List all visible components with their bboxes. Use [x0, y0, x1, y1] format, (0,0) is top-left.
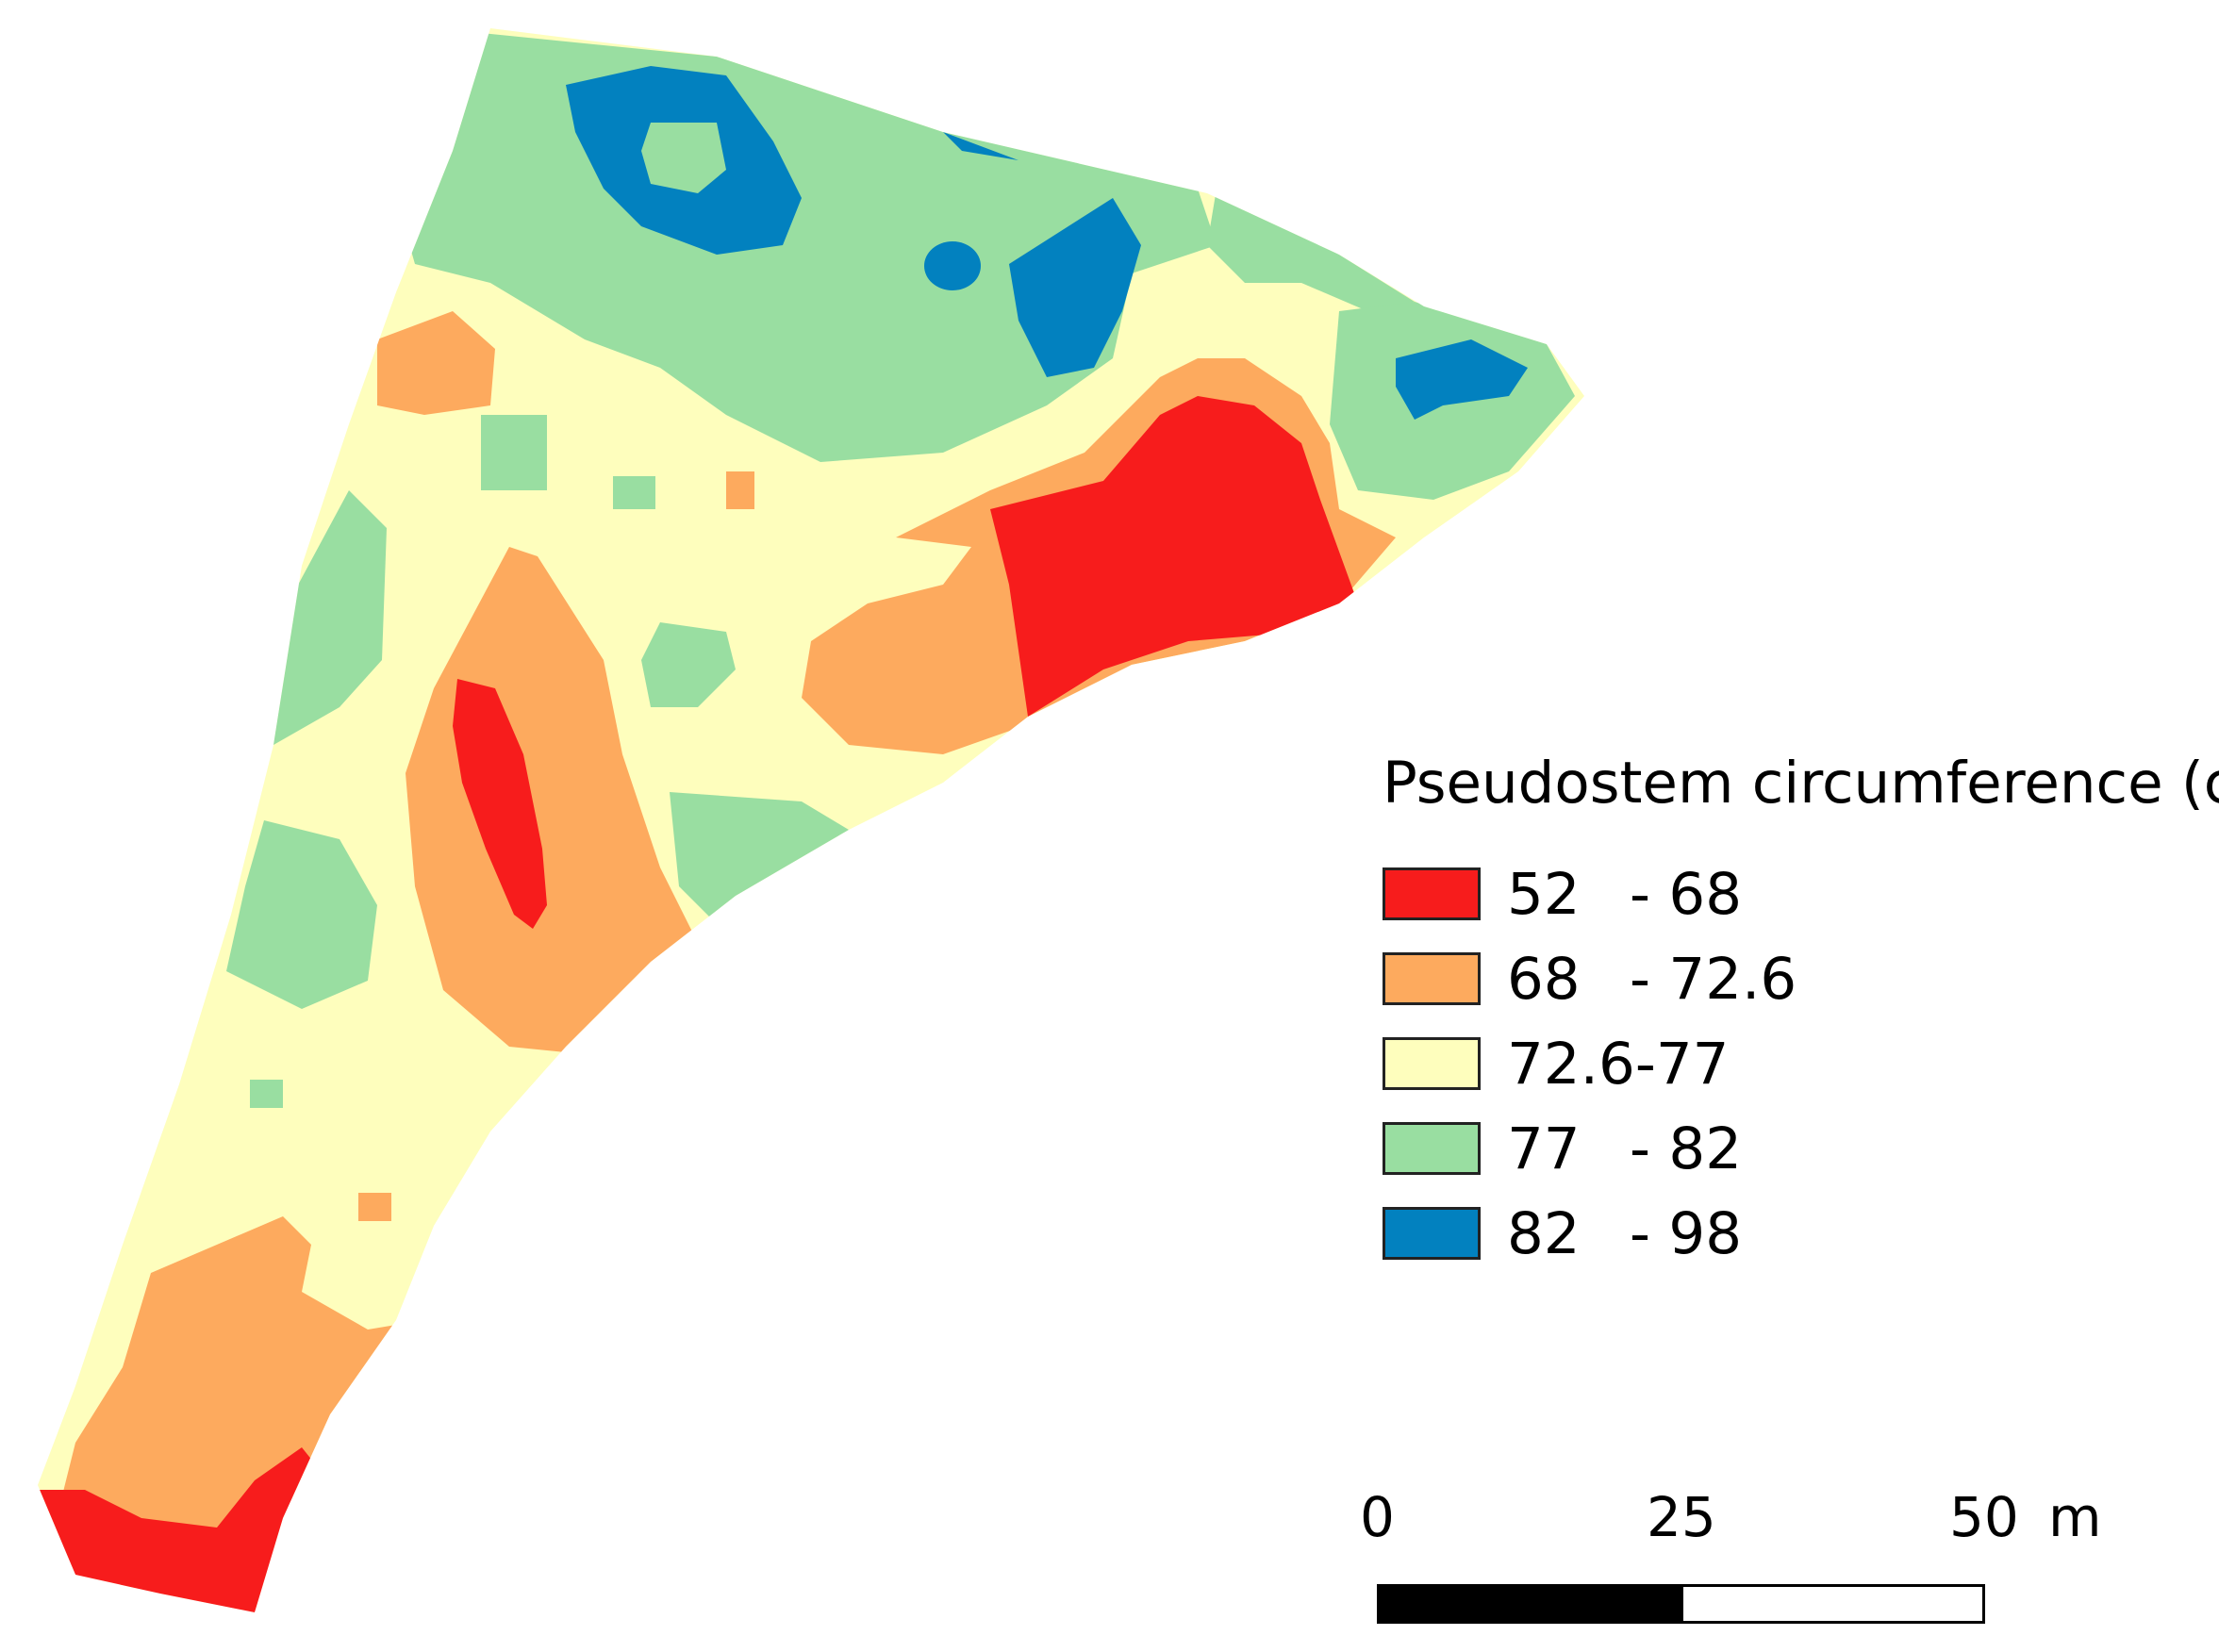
legend-high: - 68	[1630, 860, 1743, 928]
zone-green-patch-2	[613, 476, 655, 509]
legend-low: 77	[1507, 1115, 1581, 1182]
legend-swatch-blue	[1383, 1207, 1481, 1260]
zone-orange-patch-1	[726, 471, 754, 509]
legend-title: Pseudostem circumference (cm)	[1383, 750, 2219, 817]
zone-red-northeast	[990, 396, 1358, 717]
legend-swatch-red	[1383, 867, 1481, 920]
legend-item-77-82: 77 - 82	[1383, 1106, 2219, 1191]
legend-item-72.6-77: 72.6- 77	[1383, 1021, 2219, 1106]
legend-low: 68	[1507, 945, 1581, 1013]
zone-green-southwest	[226, 820, 377, 1009]
legend-high: - 98	[1630, 1199, 1743, 1267]
legend-swatch-yellow	[1383, 1037, 1481, 1090]
legend-low: 72.6-	[1507, 1030, 1656, 1098]
scale-bar-white-segment	[1681, 1584, 1985, 1624]
zone-green-patch-1	[481, 415, 547, 490]
zone-green-patch-3	[250, 1080, 283, 1108]
zone-blue-northeast-strip	[943, 132, 1018, 160]
zone-orange-central	[406, 547, 698, 1056]
scale-label-0: 0	[1360, 1485, 1395, 1549]
scale-bar-black-segment	[1377, 1584, 1683, 1624]
zone-blue-east	[1396, 339, 1528, 420]
scale-label-25: 25	[1647, 1485, 1716, 1549]
zone-green-central	[641, 622, 736, 707]
zone-blue-center	[1009, 198, 1141, 377]
zone-green-south-central	[670, 792, 849, 924]
legend-high: - 82	[1630, 1115, 1743, 1182]
zone-blue-small	[924, 241, 981, 290]
legend-item-82-98: 82 - 98	[1383, 1191, 2219, 1276]
legend-low: 82	[1507, 1199, 1581, 1267]
legend-low: 52	[1507, 860, 1581, 928]
zone-green-inlier	[641, 123, 726, 193]
zone-red-central	[453, 679, 547, 929]
legend-swatch-green	[1383, 1122, 1481, 1175]
zone-orange-patch-2	[358, 1193, 391, 1221]
legend-high: 77	[1655, 1030, 1730, 1098]
zone-orange-west	[377, 311, 495, 415]
legend: Pseudostem circumference (cm) 52 - 68 68…	[1383, 754, 2219, 1276]
scale-label-50: 50	[1949, 1485, 2019, 1549]
scale-unit: m	[2048, 1485, 2102, 1549]
legend-item-52-68: 52 - 68	[1383, 851, 2219, 936]
scale-bar: 0 25 50 m	[1358, 1485, 2102, 1641]
legend-item-68-72.6: 68 - 72.6	[1383, 936, 2219, 1021]
legend-swatch-orange	[1383, 952, 1481, 1005]
zone-green-northeast	[1207, 189, 1415, 311]
legend-high: - 72.6	[1630, 945, 1797, 1013]
zone-red-south	[38, 1447, 321, 1612]
zone-green-west	[273, 490, 387, 745]
